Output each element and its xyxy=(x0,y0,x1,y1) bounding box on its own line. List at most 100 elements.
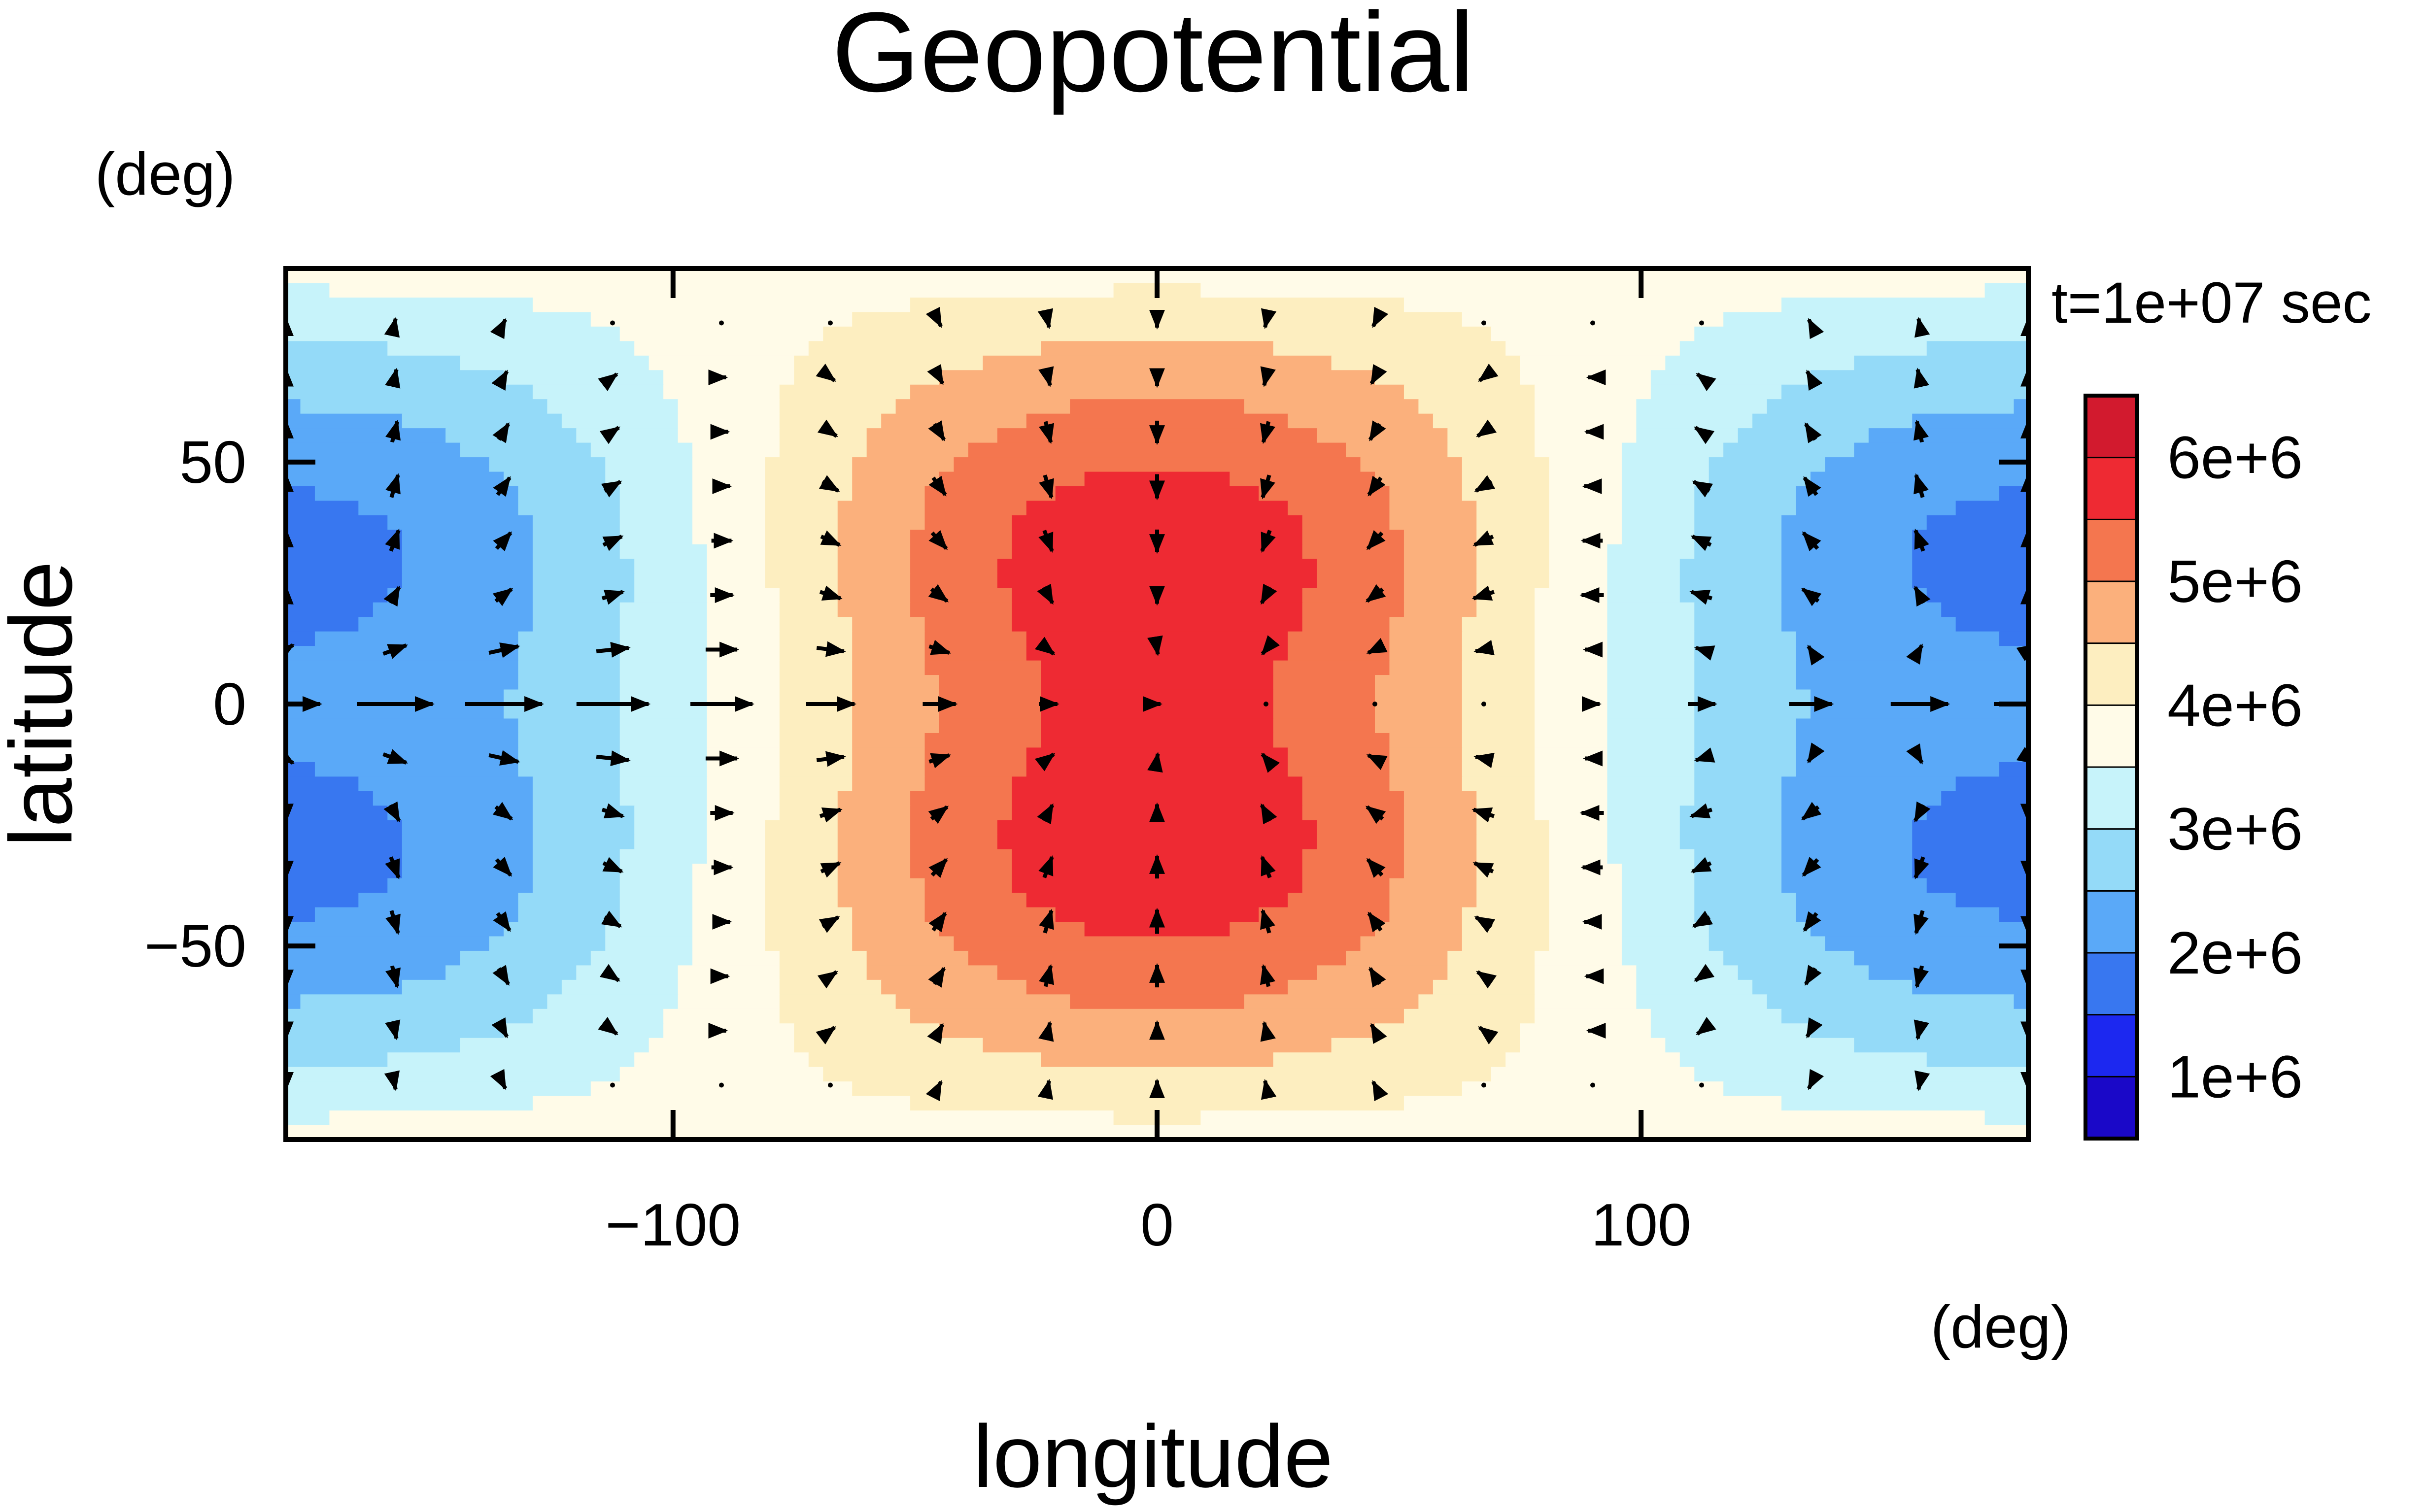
field-cell xyxy=(1636,979,1753,995)
field-cell xyxy=(1476,878,1550,894)
field-cell xyxy=(852,922,940,937)
x-tick-label: 0 xyxy=(1140,1191,1174,1258)
field-cell xyxy=(1041,1052,1274,1068)
field-cell xyxy=(619,675,708,690)
field-cell xyxy=(358,776,533,792)
field-cell xyxy=(402,413,562,429)
axis-ticks xyxy=(286,269,2028,1140)
field-cell xyxy=(358,893,519,908)
field-cell xyxy=(1781,544,1913,560)
field-cell xyxy=(707,544,766,560)
field-cell xyxy=(402,559,533,574)
field-cell xyxy=(983,1038,1332,1053)
field-cell xyxy=(1549,936,1622,951)
field-cell xyxy=(1403,835,1477,850)
field-cell xyxy=(619,617,708,632)
field-cell xyxy=(765,486,853,502)
field-cell xyxy=(1535,413,1637,429)
field-cell xyxy=(1679,835,1782,850)
field-cell xyxy=(1491,326,1695,342)
field-cell xyxy=(619,776,708,792)
field-cell xyxy=(692,486,766,502)
field-cell xyxy=(1273,675,1375,690)
field-cell xyxy=(1708,922,1811,937)
wind-vector xyxy=(1034,752,1056,772)
wind-vector xyxy=(1590,320,1595,326)
field-cell xyxy=(1868,428,2028,443)
axis-tick-labels: −100 0 100 50 0 −50 xyxy=(144,429,1691,1258)
field-cell xyxy=(1403,573,1477,589)
wind-vector xyxy=(816,751,846,767)
y-tick-label: 50 xyxy=(179,429,246,496)
field-cell xyxy=(1679,1052,1927,1068)
wind-vector xyxy=(1038,855,1054,878)
field-cell xyxy=(1070,399,1245,414)
wind-vector xyxy=(1913,910,1929,935)
field-cell xyxy=(1331,355,1521,371)
wind-vector xyxy=(719,1082,724,1088)
wind-vector xyxy=(1913,419,1929,443)
wind-vector xyxy=(599,426,620,444)
field-cell xyxy=(314,762,519,777)
field-cell xyxy=(1955,893,2028,908)
field-cell xyxy=(924,515,1013,531)
field-cell xyxy=(1389,907,1463,922)
field-cell xyxy=(1926,588,2028,603)
field-cell xyxy=(1607,733,1695,748)
field-cell xyxy=(1273,718,1375,734)
wind-vector xyxy=(492,422,511,443)
field-cell xyxy=(518,893,620,908)
field-cell xyxy=(1694,501,1797,516)
field-cell xyxy=(1403,820,1477,836)
field-cell xyxy=(707,602,780,618)
wind-vector xyxy=(1260,583,1277,605)
field-cell xyxy=(532,820,635,836)
wind-vector xyxy=(1807,742,1825,764)
field-cell xyxy=(1621,907,1695,922)
field-cell xyxy=(1389,515,1477,531)
field-cell xyxy=(314,631,519,647)
colorbar-segment xyxy=(2085,891,2137,953)
field-cell xyxy=(910,820,998,836)
field-cell xyxy=(1621,936,1709,951)
field-cell xyxy=(1607,573,1680,589)
field-cell xyxy=(1375,689,1463,705)
field-cell xyxy=(387,1052,635,1068)
field-cell xyxy=(707,660,780,676)
field-cell xyxy=(1302,515,1390,531)
field-cell xyxy=(1389,617,1463,632)
field-cell xyxy=(765,573,838,589)
colorbar-segment xyxy=(2085,396,2137,458)
wind-vector xyxy=(1690,857,1712,874)
field-cell xyxy=(1026,631,1289,647)
field-cell xyxy=(286,559,403,574)
wind-vector xyxy=(1694,426,1715,444)
field-cell xyxy=(532,617,620,632)
field-cell xyxy=(1476,501,1550,516)
wind-vector xyxy=(610,320,615,326)
field-cell xyxy=(1317,573,1404,589)
wind-vector xyxy=(1371,1080,1389,1102)
field-cell xyxy=(1389,776,1463,792)
field-cell xyxy=(300,399,548,414)
colorbar-segment xyxy=(2085,581,2137,644)
wind-vector xyxy=(1368,420,1386,441)
wind-vector xyxy=(1365,805,1386,824)
field-cell xyxy=(1288,501,1390,516)
wind-vector xyxy=(1034,637,1056,656)
wind-vector xyxy=(1147,752,1163,773)
field-cell xyxy=(866,442,969,458)
field-cell xyxy=(692,950,780,966)
x-tick-label: −100 xyxy=(605,1191,741,1258)
wind-vector xyxy=(1260,421,1276,444)
field-cell xyxy=(1535,979,1637,995)
field-cell xyxy=(779,733,853,748)
field-cell xyxy=(619,747,708,763)
field-cell xyxy=(852,776,925,792)
wind-vector xyxy=(602,535,624,551)
wind-vector xyxy=(1472,530,1494,547)
field-cell xyxy=(1752,413,1913,429)
field-cell xyxy=(765,471,853,487)
field-cell xyxy=(532,559,635,574)
field-cell xyxy=(1549,501,1622,516)
